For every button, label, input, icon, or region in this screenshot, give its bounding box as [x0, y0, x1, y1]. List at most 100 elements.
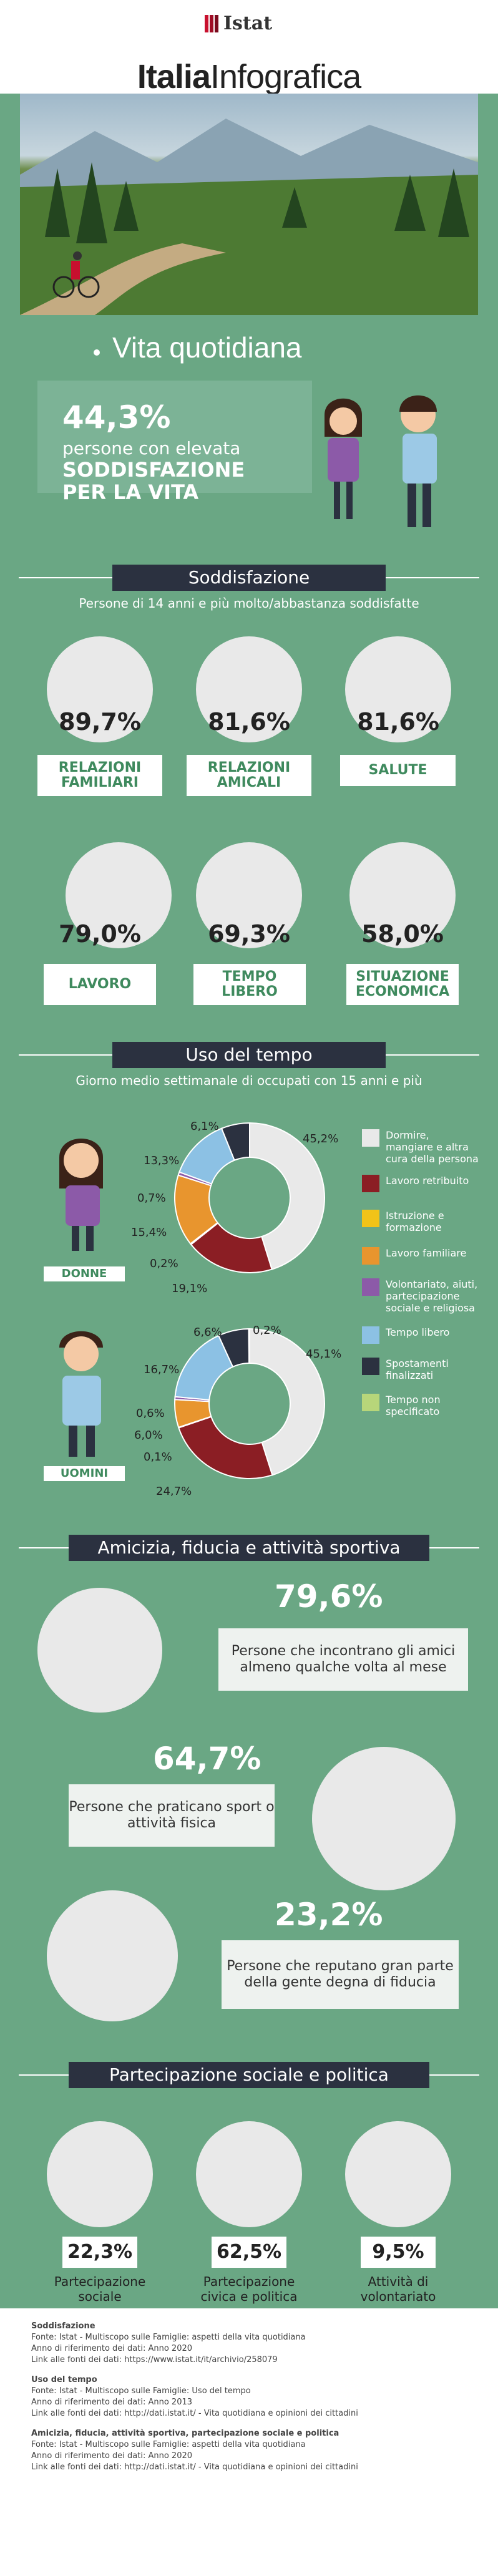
men-label-value-0: 45,1%: [306, 1348, 342, 1361]
footer-block-line: Anno di riferimento dei dati: Anno 2013: [31, 2398, 193, 2407]
participation-label-2: Attività di volontariato: [336, 2274, 461, 2304]
friendship-text-0: Persone che incontrano gli amici almeno …: [218, 1628, 468, 1691]
footer-block: Uso del tempo Fonte: Istat - Multiscopo …: [31, 2374, 468, 2419]
family-circle: [47, 636, 153, 742]
donut-chart-women: [174, 1122, 326, 1273]
participation-value-0: 22,3%: [62, 2237, 137, 2268]
men-label: UOMINI: [44, 1466, 125, 1481]
work-label: LAVORO: [44, 964, 156, 1005]
legend-swatch: [362, 1129, 379, 1147]
freetime-label: TEMPO LIBERO: [193, 964, 306, 1005]
footer: Soddisfazione Fonte: Istat - Multiscopo …: [0, 2308, 498, 2576]
footer-block-line: Anno di riferimento dei dati: Anno 2020: [31, 2344, 193, 2353]
hero-line3: PER LA VITA: [62, 480, 199, 504]
donut-chart-men: [174, 1328, 325, 1479]
hero-photo: [20, 94, 478, 315]
men-label-value-1: 24,7%: [156, 1485, 192, 1498]
women-label-value-2: 0,2%: [150, 1257, 178, 1270]
legend-label: Istruzione e formazione: [386, 1210, 444, 1233]
women-label-value-6: 6,1%: [190, 1120, 219, 1133]
donut-slice-6: [220, 1122, 250, 1162]
participation-label-2-2: volontariato: [360, 2289, 436, 2304]
footer-link[interactable]: Link alle fonti dei dati: http://dati.is…: [31, 2462, 358, 2472]
economy-value: 58,0%: [361, 920, 444, 948]
freetime-label-1: TEMPO: [222, 969, 277, 984]
civic-participation-circle: [196, 2121, 302, 2227]
participation-label-1-2: civica e politica: [200, 2289, 298, 2304]
footer-link[interactable]: Link alle fonti dei dati: http://dati.is…: [31, 2409, 358, 2418]
legend-item: Tempo libero: [362, 1326, 487, 1344]
legend-item: Lavoro familiare: [362, 1247, 487, 1265]
footer-block-line: Fonte: Istat - Multiscopo sulle Famiglie…: [31, 2333, 306, 2342]
main-title: Vita quotidiana: [112, 331, 302, 364]
volunteer-circle: [345, 2121, 451, 2227]
sport-circle: [312, 1747, 456, 1890]
women-label-value-3: 15,4%: [131, 1226, 167, 1239]
brand-part-1: Italia: [137, 58, 211, 95]
footer-link[interactable]: Link alle fonti dei dati: https://www.is…: [31, 2355, 278, 2365]
friends-circle: [196, 636, 302, 742]
social-participation-circle: [47, 2121, 153, 2227]
friends-label: RELAZIONI AMICALI: [187, 755, 311, 796]
women-label-value-0: 45,2%: [303, 1132, 339, 1145]
legend-label: Volontariato, aiuti, partecipazione soci…: [386, 1278, 478, 1314]
legend-item: Istruzione e formazione: [362, 1210, 487, 1233]
hero-line1: persone con elevata: [62, 438, 241, 459]
friendship-value-0: 79,6%: [275, 1578, 383, 1615]
footer-block-line: Fonte: Istat - Multiscopo sulle Famiglie…: [31, 2440, 306, 2449]
freetime-label-2: LIBERO: [222, 984, 278, 999]
section-title-satisfaction: Soddisfazione: [112, 565, 386, 591]
header: [0, 0, 498, 94]
legend-swatch: [362, 1394, 379, 1411]
participation-value-1: 62,5%: [212, 2237, 286, 2268]
legend-label: Dormire, mangiare e altra cura della per…: [386, 1129, 479, 1165]
legend-label: Lavoro familiare: [386, 1247, 467, 1259]
participation-label-0-2: sociale: [78, 2289, 122, 2304]
hero-stat: 44,3% persone con elevata SODDISFAZIONE …: [62, 399, 245, 503]
men-label-value-7: 0,2%: [253, 1324, 281, 1337]
health-label: SALUTE: [340, 755, 456, 786]
landscape-illustration: [20, 119, 478, 315]
friends-value: 81,6%: [208, 708, 290, 736]
work-circle: [66, 842, 172, 948]
men-label-value-5: 16,7%: [144, 1363, 180, 1376]
freetime-circle: [196, 842, 302, 948]
satisfaction-subtitle: Persone di 14 anni e più molto/abbastanz…: [79, 596, 419, 611]
brand-title: ItaliaInfografica: [0, 57, 498, 96]
hero-value: 44,3%: [62, 399, 171, 435]
footer-block-title: Soddisfazione: [31, 2321, 95, 2331]
women-label-value-4: 0,7%: [137, 1192, 166, 1205]
footer-block-title: Amicizia, fiducia, attività sportiva, pa…: [31, 2429, 339, 2438]
footer-block: Amicizia, fiducia, attività sportiva, pa…: [31, 2428, 468, 2473]
health-value: 81,6%: [357, 708, 439, 736]
legend-label: Spostamenti finalizzati: [386, 1358, 449, 1381]
men-label-value-6: 6,6%: [193, 1326, 222, 1339]
istat-logo-icon: [205, 15, 218, 32]
friends-label-2: AMICALI: [217, 775, 281, 790]
legend-item: Lavoro retribuito: [362, 1175, 487, 1192]
legend-label: Lavoro retribuito: [386, 1175, 469, 1187]
footer-sources: Soddisfazione Fonte: Istat - Multiscopo …: [31, 2321, 468, 2473]
footer-block-line: Anno di riferimento dei dati: Anno 2020: [31, 2451, 193, 2461]
economy-circle: [349, 842, 456, 948]
participation-label-0: Partecipazione sociale: [37, 2274, 162, 2304]
friends-meeting-circle: [37, 1588, 162, 1713]
family-value: 89,7%: [59, 708, 141, 736]
economy-label-1: SITUAZIONE: [356, 969, 449, 984]
health-circle: [345, 636, 451, 742]
freetime-value: 69,3%: [208, 920, 290, 948]
friendship-value-1: 64,7%: [153, 1741, 261, 1777]
section-title-time-use: Uso del tempo: [112, 1042, 386, 1068]
women-label-value-5: 13,3%: [144, 1154, 180, 1167]
woman-illustration: [59, 1139, 103, 1251]
legend-swatch: [362, 1247, 379, 1265]
brand-part-2: Infografica: [210, 58, 361, 95]
family-label-1: RELAZIONI: [58, 760, 142, 775]
hero-line2: SODDISFAZIONE: [62, 458, 245, 482]
participation-label-0-1: Partecipazione: [54, 2274, 146, 2289]
legend-swatch: [362, 1358, 379, 1375]
legend-label: Tempo non specificato: [386, 1394, 441, 1417]
donut-slice-1: [178, 1416, 273, 1479]
legend-swatch: [362, 1175, 379, 1192]
legend-swatch: [362, 1278, 379, 1296]
